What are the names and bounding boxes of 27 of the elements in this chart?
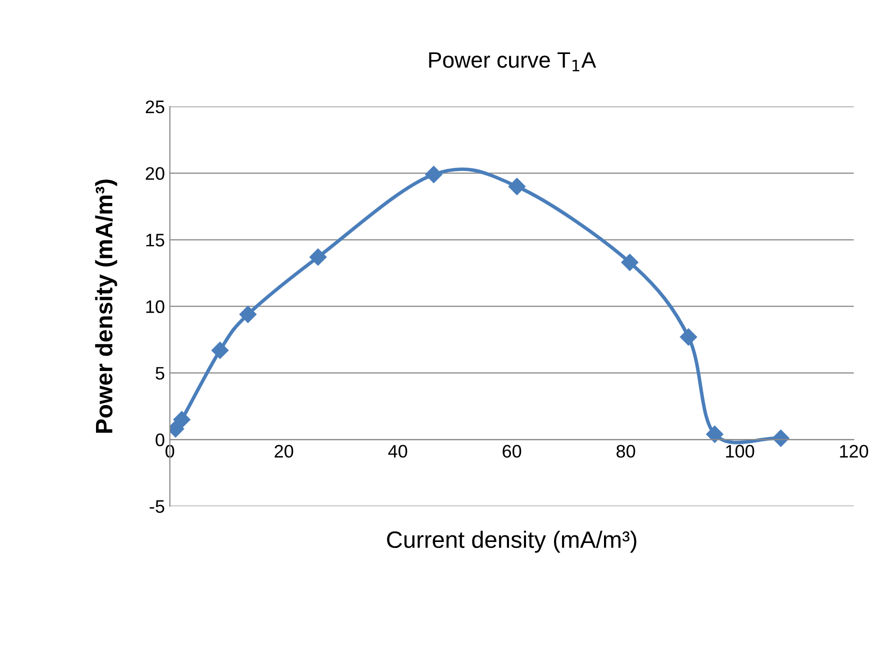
x-tick-label: 40 bbox=[388, 444, 408, 458]
y-tick-label: 5 bbox=[156, 367, 164, 380]
y-axis-title: Power density (mA/m³) bbox=[95, 180, 118, 433]
x-tick-label: 120 bbox=[840, 444, 868, 458]
point bbox=[173, 411, 190, 428]
point bbox=[425, 166, 442, 184]
y-tick-label: 15 bbox=[146, 234, 164, 246]
point bbox=[239, 306, 256, 323]
y-tick-label: 0 bbox=[156, 433, 164, 446]
y-tick-label: 25 bbox=[146, 100, 164, 114]
point bbox=[621, 254, 638, 271]
y-tick-label: 10 bbox=[146, 300, 164, 314]
point bbox=[680, 328, 698, 346]
x-tick-label: 80 bbox=[616, 444, 636, 458]
x-tick-label: 100 bbox=[726, 444, 754, 458]
x-tick-label: 60 bbox=[502, 444, 522, 458]
x-axis-title: Current density (mA/m³) bbox=[387, 530, 636, 553]
y-tick-label: -5 bbox=[150, 500, 164, 513]
x-tick-label: 20 bbox=[274, 444, 294, 458]
point bbox=[772, 430, 790, 447]
point bbox=[508, 178, 526, 196]
x-tick-label: 0 bbox=[166, 444, 174, 458]
point bbox=[211, 342, 229, 359]
point bbox=[706, 426, 724, 443]
chart-title: Power curve T$_{1}$A bbox=[429, 52, 596, 72]
y-tick-label: 20 bbox=[146, 167, 164, 180]
point bbox=[309, 248, 327, 266]
